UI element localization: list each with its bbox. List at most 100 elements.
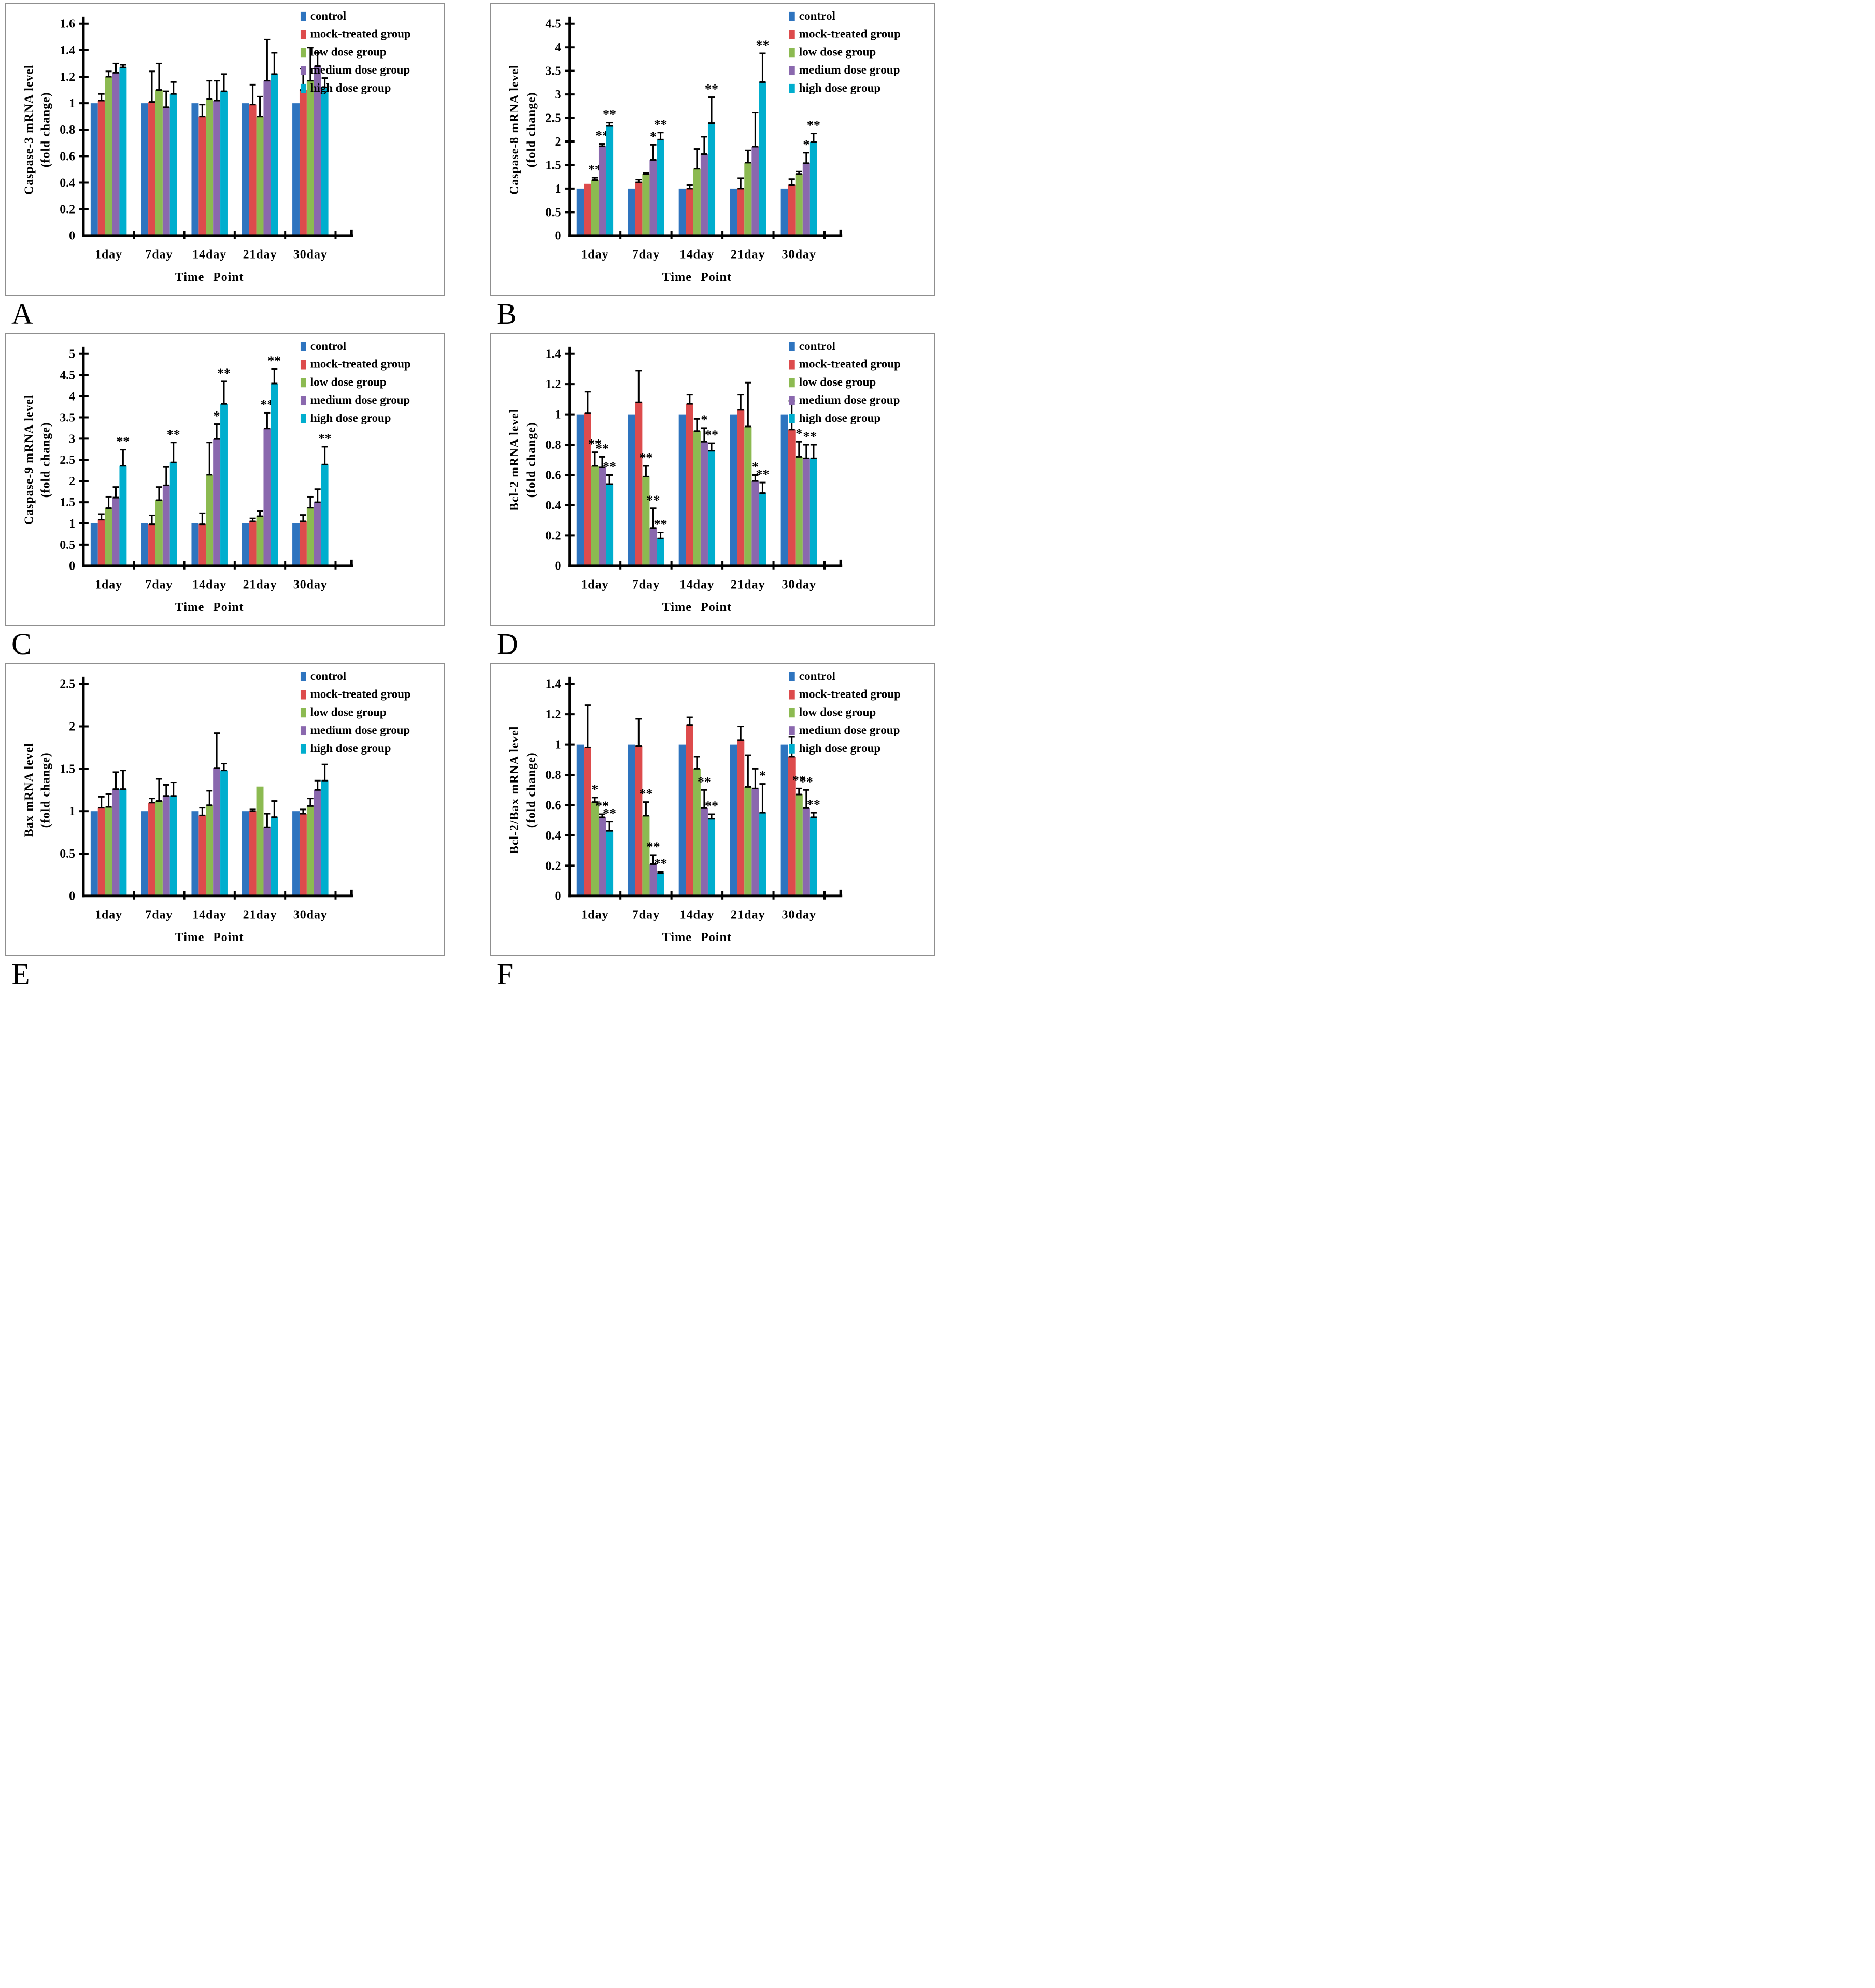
- y-axis-title: Bcl-2 mRNA level: [508, 409, 521, 511]
- bar: [759, 493, 766, 566]
- bar: [686, 404, 693, 566]
- bar: [759, 82, 766, 236]
- bar: [591, 180, 599, 236]
- bar: [780, 744, 788, 896]
- bar: [584, 747, 591, 896]
- y-axis-title: Caspase-9 mRNA level: [23, 395, 36, 525]
- bar: [206, 805, 214, 896]
- bar: [809, 141, 817, 236]
- x-axis-title: Time Point: [662, 931, 732, 944]
- bar: [314, 790, 321, 896]
- significance-marker: **: [217, 365, 231, 380]
- category-label: 21day: [243, 908, 277, 922]
- significance-marker: **: [654, 517, 667, 532]
- y-axis-title: Caspase-3 mRNA level: [23, 65, 36, 195]
- legend-label: low dose group: [310, 705, 387, 718]
- y-axis-title-line2: (fold change): [524, 422, 538, 498]
- legend-label: low dose group: [310, 45, 387, 58]
- bar: [220, 770, 228, 896]
- legend-swatch-icon: [789, 744, 795, 754]
- legend-label: medium dose group: [310, 63, 410, 76]
- y-tick-label: 2.5: [545, 112, 561, 125]
- panel-a: 0 0.2 0.4 0.6 0.8 1 1.2 1.4 1.6 1day 7day 14day 21da…: [5, 3, 445, 332]
- significance-marker: **: [588, 436, 602, 451]
- y-tick-label: 3: [69, 432, 75, 446]
- significance-marker: *: [810, 429, 817, 444]
- significance-marker: **: [654, 117, 667, 132]
- legend-label: medium dose group: [799, 63, 900, 76]
- category-label: 30day: [293, 248, 328, 262]
- bar: [598, 467, 606, 566]
- significance-marker: **: [639, 450, 652, 465]
- y-tick-label: 1.2: [545, 708, 561, 721]
- bar: [678, 744, 686, 896]
- bar: [737, 188, 745, 236]
- y-tick-label: 4.5: [60, 369, 75, 382]
- significance-marker: *: [650, 129, 657, 144]
- y-tick-label: 0.4: [545, 499, 561, 513]
- category-label: 30day: [293, 578, 328, 592]
- bar: [795, 457, 803, 566]
- bar: [105, 77, 112, 236]
- legend-swatch-icon: [300, 414, 306, 423]
- x-axis-title: Time Point: [175, 931, 244, 944]
- bar: [657, 139, 664, 236]
- significance-marker: **: [116, 434, 130, 449]
- figure-grid: 0 0.2 0.4 0.6 0.8 1 1.2 1.4 1.6 1day 7day 14day 21da…: [0, 0, 938, 993]
- bar: [751, 481, 759, 566]
- category-label: 21day: [243, 248, 277, 262]
- bar: [576, 414, 584, 566]
- y-tick-label: 0: [555, 890, 561, 903]
- y-axis-title-line2: (fold change): [524, 752, 538, 828]
- panel-a-chart-svg: 0 0.2 0.4 0.6 0.8 1 1.2 1.4 1.6 1day 7day 14day 21da…: [23, 9, 411, 284]
- bar: [657, 538, 664, 566]
- legend-swatch-icon: [300, 726, 306, 736]
- legend-swatch-icon: [300, 66, 306, 76]
- significance-marker: **: [646, 492, 660, 507]
- bar: [751, 146, 759, 236]
- legend-label: mock-treated group: [799, 688, 901, 701]
- panel-f-chart-svg: * ********** ***********00.20.40.60.811.21…: [508, 670, 901, 944]
- bar: [321, 780, 329, 896]
- panel-e-letter: E: [11, 957, 30, 991]
- y-tick-label: 3.5: [60, 411, 75, 424]
- significance-marker: **: [646, 839, 660, 854]
- bar: [657, 873, 664, 896]
- y-tick-label: 0.5: [60, 538, 75, 552]
- y-tick-label: 0.8: [545, 438, 561, 452]
- bar: [606, 831, 614, 896]
- y-tick-label: 1.2: [60, 70, 75, 84]
- panel-e-box: 0 0.5 1 1.5 2 2.5 1day 7day 14day 21day 30day Time …: [5, 663, 445, 956]
- bar: [737, 740, 745, 896]
- legend-label: mock-treated group: [310, 688, 411, 701]
- significance-marker: **: [705, 427, 718, 442]
- panel-f-letter: F: [496, 957, 514, 991]
- legend-swatch-icon: [789, 396, 795, 406]
- bar: [112, 789, 120, 896]
- significance-marker: *: [591, 782, 598, 797]
- y-tick-label: 3.5: [545, 65, 561, 78]
- bar: [263, 428, 271, 566]
- bar: [649, 528, 657, 566]
- bar: [242, 523, 249, 566]
- panel-d: ** ** * ** ** * * * ** ** ** ** * 0 0.2 0.4 0.6 0.8 1 1.2 1.…: [490, 333, 935, 662]
- bar: [759, 813, 766, 896]
- significance-marker: **: [603, 107, 616, 122]
- bar: [707, 123, 716, 236]
- legend-label: high dose group: [799, 742, 881, 755]
- y-tick-label: 5: [69, 348, 75, 361]
- y-tick-label: 3: [555, 88, 561, 102]
- bar: [162, 485, 170, 566]
- bar: [148, 802, 155, 896]
- bar: [598, 817, 606, 896]
- bar: [141, 103, 149, 236]
- category-label: 1day: [581, 578, 609, 592]
- legend-label: low dose group: [799, 705, 876, 718]
- y-tick-label: 2: [69, 475, 75, 488]
- legend-label: control: [799, 9, 835, 22]
- legend-label: mock-treated group: [799, 358, 901, 371]
- significance-marker: **: [792, 773, 806, 788]
- y-axis-title-line2: (fold change): [39, 422, 52, 498]
- y-tick-label: 0: [555, 230, 561, 243]
